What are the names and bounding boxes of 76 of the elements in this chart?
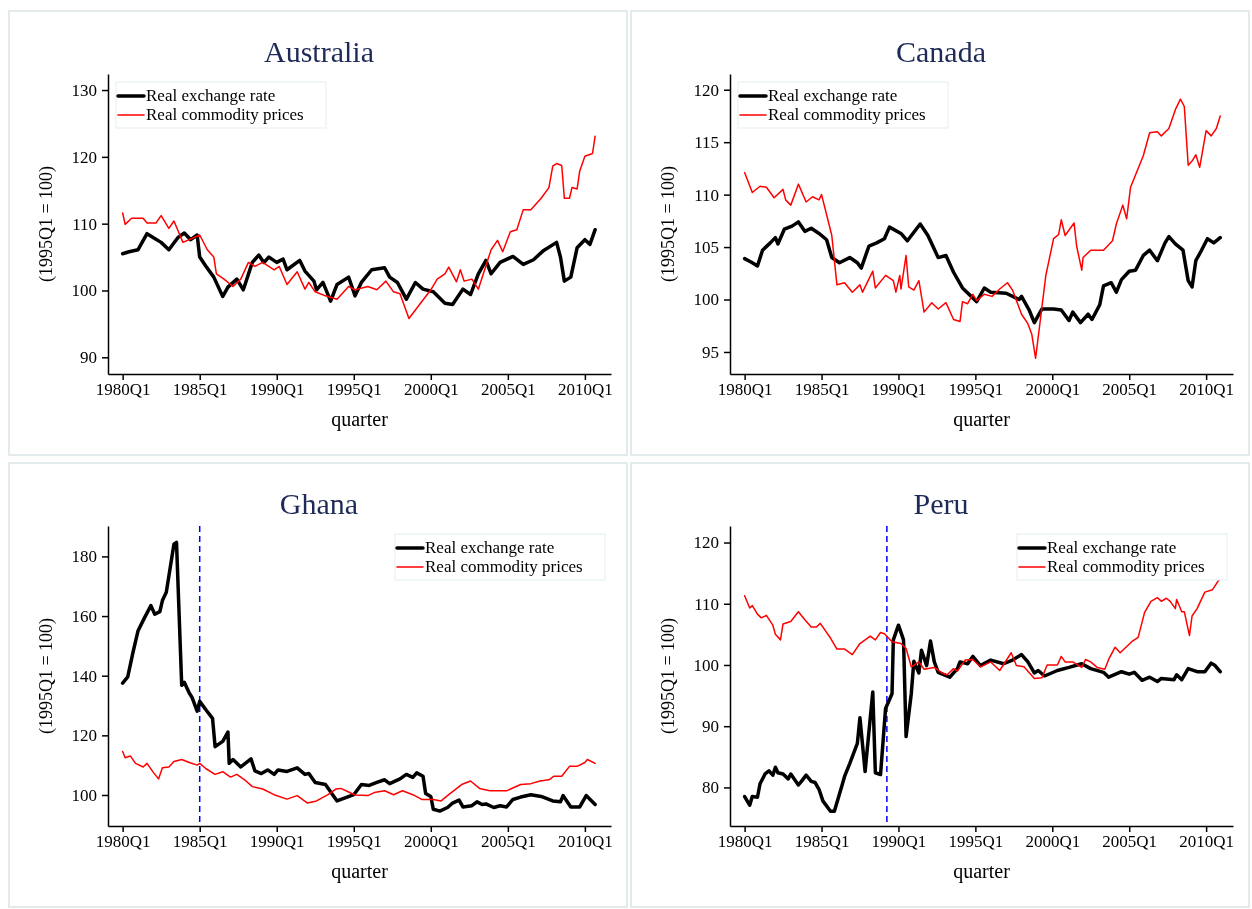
y-tick-label: 120 bbox=[71, 147, 97, 167]
x-tick-label: 1980Q1 bbox=[717, 832, 773, 852]
y-tick-label: 90 bbox=[702, 717, 719, 737]
x-tick-label: 2000Q1 bbox=[1025, 832, 1081, 852]
x-tick-label: 1990Q1 bbox=[249, 380, 305, 400]
x-tick-label: 2010Q1 bbox=[558, 832, 613, 852]
chart-title: Peru bbox=[913, 487, 969, 520]
y-tick-label: 100 bbox=[693, 290, 719, 310]
y-tick-label: 160 bbox=[71, 607, 97, 626]
x-tick-label: 1980Q1 bbox=[95, 380, 151, 400]
legend-label: Real exchange rate bbox=[146, 86, 276, 105]
legend-label: Real exchange rate bbox=[425, 538, 555, 557]
chart-title: Canada bbox=[896, 35, 986, 68]
y-tick-label: 100 bbox=[693, 655, 719, 675]
x-axis-title: quarter bbox=[331, 408, 389, 431]
y-axis-title: (1995Q1 = 100) bbox=[658, 165, 679, 283]
x-tick-label: 2010Q1 bbox=[1179, 832, 1235, 852]
x-tick-label: 2010Q1 bbox=[558, 380, 613, 400]
line-series bbox=[121, 135, 596, 320]
x-tick-label: 1990Q1 bbox=[249, 832, 305, 852]
line-series bbox=[120, 227, 597, 307]
y-tick-label: 110 bbox=[694, 594, 719, 614]
line-series bbox=[742, 220, 1222, 325]
x-axis-title: quarter bbox=[953, 860, 1011, 883]
legend-label: Real commodity prices bbox=[1047, 557, 1205, 576]
x-axis-title: quarter bbox=[331, 860, 389, 883]
y-tick-label: 100 bbox=[71, 281, 97, 301]
y-tick-label: 100 bbox=[71, 785, 97, 805]
y-axis-title: (1995Q1 = 100) bbox=[36, 617, 57, 735]
x-tick-label: 1980Q1 bbox=[717, 380, 773, 400]
x-tick-label: 2005Q1 bbox=[1102, 832, 1158, 852]
y-tick-label: 140 bbox=[71, 666, 97, 686]
x-tick-label: 1980Q1 bbox=[95, 832, 151, 852]
x-tick-label: 1995Q1 bbox=[326, 832, 382, 852]
x-tick-label: 2005Q1 bbox=[480, 832, 536, 852]
legend-label: Real exchange rate bbox=[768, 86, 898, 105]
line-series bbox=[121, 750, 596, 804]
legend-label: Real commodity prices bbox=[425, 557, 583, 576]
x-tick-label: 1995Q1 bbox=[948, 832, 1004, 852]
x-tick-label: 1990Q1 bbox=[871, 832, 927, 852]
chart-title: Australia bbox=[264, 35, 374, 68]
x-tick-label: 1985Q1 bbox=[794, 832, 850, 852]
y-tick-label: 120 bbox=[693, 533, 719, 553]
y-axis-title: (1995Q1 = 100) bbox=[36, 165, 57, 283]
x-tick-label: 1985Q1 bbox=[172, 832, 228, 852]
x-tick-label: 1985Q1 bbox=[794, 380, 850, 400]
y-tick-label: 95 bbox=[702, 342, 719, 362]
line-series bbox=[743, 579, 1220, 680]
y-tick-label: 110 bbox=[72, 214, 97, 234]
y-tick-label: 110 bbox=[694, 185, 719, 205]
chart-title: Ghana bbox=[279, 487, 359, 520]
y-tick-label: 180 bbox=[71, 547, 97, 567]
y-tick-label: 80 bbox=[702, 778, 719, 798]
y-tick-label: 130 bbox=[71, 80, 97, 100]
y-tick-label: 105 bbox=[693, 238, 719, 258]
x-tick-label: 2000Q1 bbox=[403, 380, 459, 400]
x-tick-label: 1995Q1 bbox=[948, 380, 1004, 400]
x-tick-label: 2005Q1 bbox=[1102, 380, 1158, 400]
x-tick-label: 1985Q1 bbox=[172, 380, 228, 400]
x-tick-label: 2000Q1 bbox=[1025, 380, 1081, 400]
legend-label: Real commodity prices bbox=[768, 105, 926, 124]
x-tick-label: 2010Q1 bbox=[1179, 380, 1235, 400]
x-tick-label: 1995Q1 bbox=[326, 380, 382, 400]
legend-label: Real commodity prices bbox=[146, 105, 304, 124]
x-axis-title: quarter bbox=[953, 408, 1011, 431]
line-series bbox=[120, 540, 597, 813]
x-tick-label: 2000Q1 bbox=[403, 832, 459, 852]
y-tick-label: 120 bbox=[71, 726, 97, 746]
y-tick-label: 90 bbox=[80, 348, 97, 368]
line-series bbox=[742, 623, 1222, 814]
x-tick-label: 1990Q1 bbox=[871, 380, 927, 400]
y-axis-title: (1995Q1 = 100) bbox=[658, 617, 679, 735]
y-tick-label: 120 bbox=[693, 80, 719, 100]
legend-label: Real exchange rate bbox=[1047, 538, 1177, 557]
y-tick-label: 115 bbox=[694, 133, 719, 153]
x-tick-label: 2005Q1 bbox=[480, 380, 536, 400]
